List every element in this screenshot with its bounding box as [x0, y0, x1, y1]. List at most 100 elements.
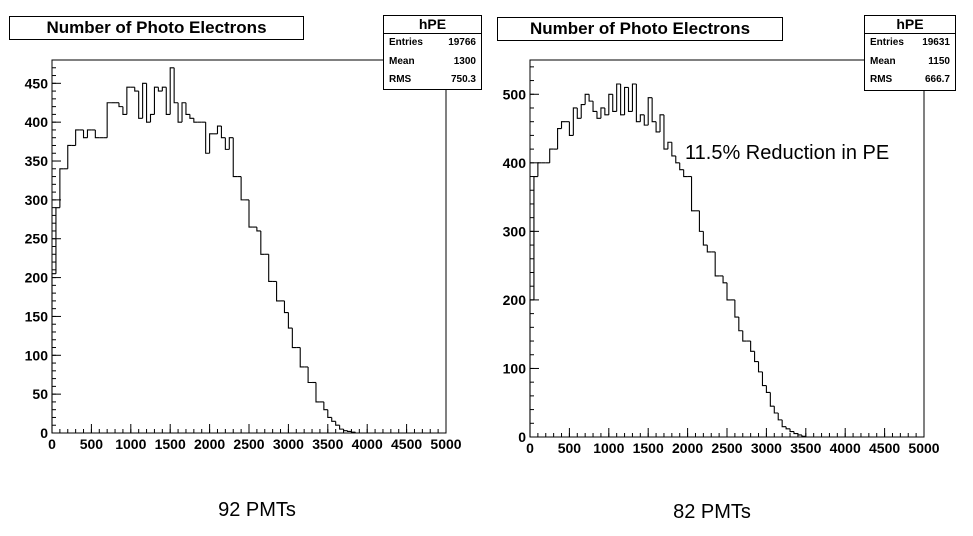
- histogram-bin: [177, 102, 183, 123]
- histogram-bin: [67, 144, 72, 169]
- histogram-bin: [276, 281, 281, 302]
- y-tick-label: 150: [25, 308, 49, 324]
- stats-mean-label: Mean: [870, 55, 896, 67]
- histogram-bin: [94, 129, 100, 139]
- stats-entries-value: 19631: [922, 37, 950, 48]
- stats-rms-value: 750.3: [450, 74, 476, 85]
- histogram-bin: [75, 129, 80, 146]
- histogram-bin: [346, 430, 352, 432]
- stats-box: hPE Entries 19631 Mean 1150 RMS 666.7: [864, 15, 956, 91]
- histogram-bin: [220, 126, 226, 139]
- stats-entries-row: Entries 19766: [384, 34, 481, 53]
- histogram-bin: [307, 366, 313, 384]
- histogram-bin: [331, 417, 336, 422]
- histogram-bin: [165, 87, 171, 115]
- histogram-bin: [291, 328, 297, 349]
- histogram-bin: [627, 87, 633, 112]
- histogram-bin: [146, 83, 151, 123]
- histogram-bin: [153, 86, 159, 115]
- histogram-bin: [643, 114, 649, 126]
- y-tick-label: 400: [25, 114, 49, 130]
- histogram-bin: [343, 429, 348, 432]
- x-tick-label: 3500: [312, 436, 343, 452]
- y-tick-label: 350: [25, 153, 49, 169]
- histogram-bin: [675, 155, 680, 164]
- stats-box: hPE Entries 19766 Mean 1300 RMS 750.3: [383, 15, 482, 90]
- chart-caption: 92 PMTs: [218, 499, 296, 521]
- histogram-chart-left: 0 500 1000 1500 2000 2500 3000 3500 4000 4500 5000…: [25, 59, 462, 452]
- chart-title: Number of Photo Electrons: [9, 16, 304, 40]
- histogram-bin: [248, 199, 253, 228]
- stats-rms-value: 666.7: [924, 74, 950, 85]
- histogram-bin: [773, 406, 779, 414]
- histogram-bin: [216, 125, 222, 134]
- x-tick-label: 0: [48, 436, 56, 452]
- histogram-bin: [169, 67, 175, 115]
- histogram-bin: [757, 361, 763, 373]
- x-tick-label: 4500: [391, 436, 422, 452]
- histogram-bin: [157, 87, 163, 92]
- histogram-bin: [801, 434, 806, 437]
- x-tick-label: 1500: [633, 440, 664, 456]
- y-tick-label: 250: [25, 231, 49, 247]
- histogram-bin: [612, 94, 617, 112]
- histogram-bin: [138, 91, 143, 119]
- histogram-bin: [287, 312, 293, 329]
- histogram-bin: [580, 104, 586, 119]
- histogram-bin: [683, 169, 688, 178]
- histogram-bin: [616, 83, 621, 112]
- histogram-bin: [256, 227, 261, 232]
- stats-rms-label: RMS: [870, 74, 893, 85]
- histogram-bin: [205, 122, 210, 154]
- histogram-bin: [742, 330, 747, 342]
- histogram-bin: [537, 162, 542, 177]
- histogram-bin: [777, 413, 783, 421]
- histogram-bin: [149, 113, 155, 123]
- histogram-bin: [354, 432, 360, 434]
- chart-caption: 82 PMTs: [673, 501, 751, 523]
- histogram-bin: [785, 426, 791, 430]
- y-tick-label: 100: [503, 360, 527, 376]
- histogram-bin: [620, 83, 625, 116]
- chart-annotation: 11.5% Reduction in PE: [685, 142, 890, 164]
- histogram-bin: [106, 102, 112, 138]
- x-tick-label: 5000: [430, 436, 461, 452]
- histogram-bin: [769, 392, 775, 407]
- chart-title: Number of Photo Electrons: [497, 17, 783, 41]
- histogram-bin: [667, 141, 672, 150]
- x-tick-label: 2500: [233, 436, 264, 452]
- stats-rms-label: RMS: [389, 74, 412, 85]
- histogram-bin: [557, 127, 562, 150]
- histogram-bin: [600, 107, 605, 119]
- histogram-bin: [604, 107, 609, 116]
- plot-frame: [529, 59, 925, 438]
- histogram-bin: [734, 299, 739, 318]
- histogram-bin: [702, 231, 708, 246]
- y-tick-label: 300: [25, 192, 49, 208]
- x-tick-label: 1000: [593, 440, 624, 456]
- x-tick-label: 2000: [672, 440, 703, 456]
- x-tick-label: 3500: [790, 440, 821, 456]
- histogram-bin: [679, 162, 684, 171]
- y-tick-label: 0: [518, 429, 526, 445]
- histogram-bin: [698, 210, 704, 232]
- histogram-bin: [193, 118, 198, 123]
- histogram-bin: [189, 114, 194, 119]
- x-tick-label: 4000: [830, 440, 861, 456]
- stats-entries-label: Entries: [389, 37, 423, 48]
- histogram-bin: [624, 86, 629, 115]
- stats-entries-value: 19766: [448, 37, 476, 48]
- histogram-bin: [797, 433, 802, 436]
- y-tick-label: 300: [503, 223, 527, 239]
- histogram-bin: [714, 251, 720, 277]
- histogram-bin: [738, 317, 743, 332]
- histogram-bin: [209, 133, 214, 154]
- histogram-bin: [224, 137, 230, 150]
- histogram-bin: [576, 107, 582, 119]
- stats-entries-row: Entries 19631: [865, 34, 955, 53]
- histogram-chart-right: 0 500 1000 1500 2000 2500 3000 3500 4000 4500 5000…: [503, 59, 940, 456]
- histogram-bin: [765, 385, 771, 393]
- stats-entries-label: Entries: [870, 37, 904, 48]
- histogram-bin: [299, 347, 305, 368]
- stats-mean-value: 1300: [453, 55, 476, 67]
